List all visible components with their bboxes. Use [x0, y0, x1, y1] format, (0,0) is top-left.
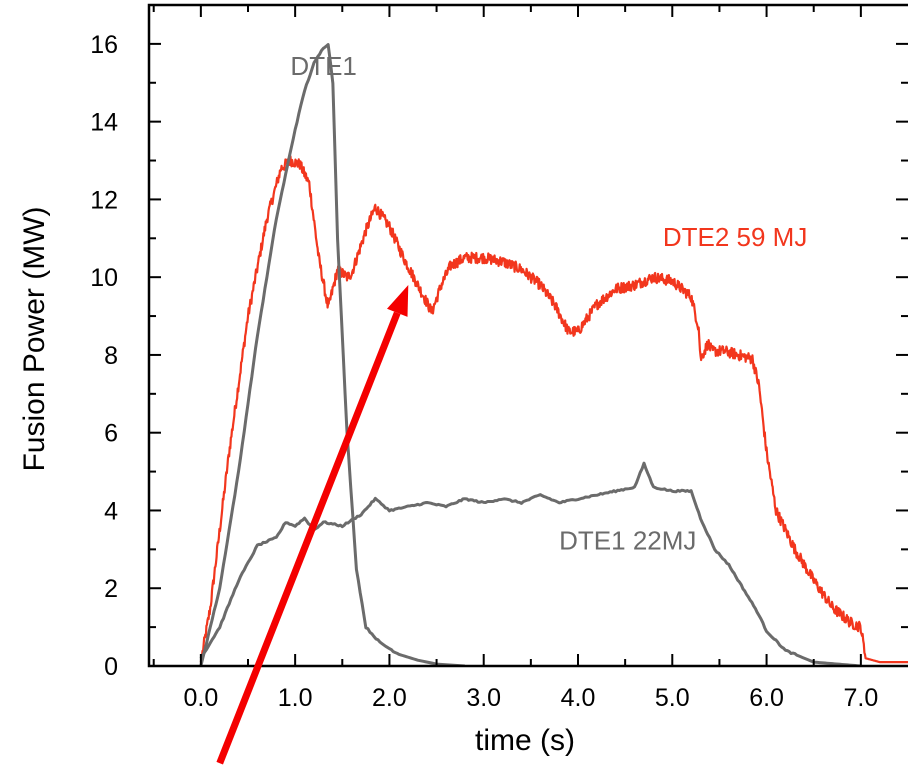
x-tick-label: 5.0: [655, 684, 690, 712]
y-tick-label: 12: [90, 186, 118, 214]
series-line-2: [199, 43, 465, 666]
y-tick-label: 2: [104, 575, 118, 603]
y-tick-label: 0: [104, 653, 118, 681]
x-tick-label: 3.0: [466, 684, 501, 712]
y-tick-label: 8: [104, 342, 118, 370]
x-tick-label: 4.0: [561, 684, 596, 712]
annotation-label: DTE2 59 MJ: [663, 222, 808, 252]
y-tick-label: 14: [90, 109, 118, 137]
plot-border: [147, 3, 908, 668]
annotations: DTE1 DTE2 59 MJ DTE1 22MJ: [290, 51, 807, 555]
arrow-head: [387, 285, 409, 317]
x-tick-label: 1.0: [278, 684, 313, 712]
x-axis-label: time (s): [475, 724, 575, 757]
y-tick-label: 10: [90, 264, 118, 292]
annotation-label: DTE1 22MJ: [559, 525, 696, 555]
x-tick-label: 0.0: [183, 684, 218, 712]
y-axis-label: Fusion Power (MW): [18, 206, 51, 471]
annotation-label: DTE1: [290, 51, 356, 81]
overlay-arrow: [216, 285, 409, 765]
y-tick-label: 4: [104, 497, 118, 525]
plot-frame: [147, 3, 908, 668]
series-layer: [199, 43, 908, 666]
x-tick-label: 6.0: [749, 684, 784, 712]
arrow-shaft: [216, 311, 401, 765]
x-tick-label: 2.0: [372, 684, 407, 712]
y-tick-label: 16: [90, 31, 118, 59]
axis-ticks: 0.0 1.0 2.0 3.0 4.0 5.0 6.0 7.0 0 2 4 6 8 10 12 14 16: [90, 5, 908, 712]
x-tick-label: 7.0: [843, 684, 878, 712]
series-line-1: [199, 155, 908, 664]
y-tick-label: 6: [104, 420, 118, 448]
